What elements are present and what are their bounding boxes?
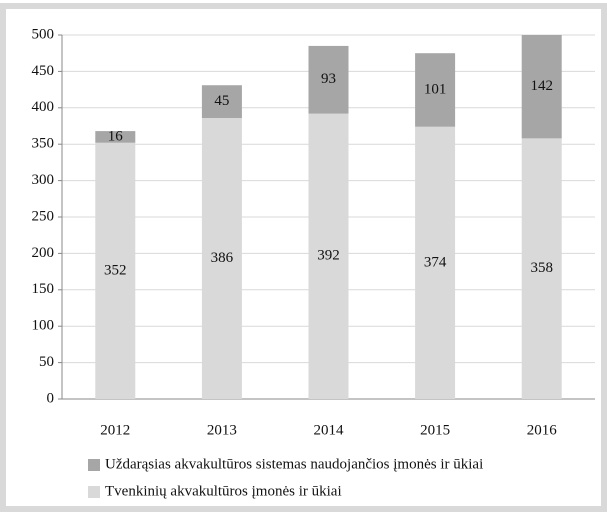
y-tick-label: 250 [32, 208, 55, 224]
bar-segment [201, 117, 242, 399]
data-label: 374 [424, 254, 447, 270]
bar-segment [521, 35, 562, 139]
data-label: 386 [211, 250, 234, 266]
x-tick-label: 2012 [100, 422, 130, 438]
data-label: 45 [214, 93, 229, 109]
bar-segment [95, 131, 136, 143]
y-tick-label: 300 [32, 172, 55, 188]
y-tick-label: 350 [32, 136, 55, 152]
y-tick-label: 150 [32, 281, 55, 297]
y-tick-label: 200 [32, 245, 55, 261]
legend-label: Uždarąsias akvakultūros sistemas naudoja… [105, 456, 483, 472]
data-label: 93 [321, 71, 336, 87]
y-tick-label: 500 [32, 26, 55, 42]
data-label: 352 [104, 262, 127, 278]
data-label: 16 [108, 128, 124, 144]
bar-segment [415, 53, 456, 127]
bar-segment [308, 113, 349, 400]
x-tick-label: 2013 [207, 422, 237, 438]
x-tick-label: 2016 [527, 422, 558, 438]
y-tick-label: 50 [39, 354, 54, 370]
bar-segment [415, 126, 456, 399]
y-tick-label: 450 [32, 63, 55, 79]
y-tick-label: 400 [32, 99, 55, 115]
bar-segment [201, 85, 242, 118]
bar-segment [95, 142, 136, 399]
x-tick-label: 2015 [420, 422, 450, 438]
data-label: 392 [317, 248, 340, 264]
legend-label: Tvenkinių akvakultūros įmonės ir ūkiai [105, 483, 342, 499]
bar-segment [521, 138, 562, 399]
frame [0, 3, 607, 512]
data-label: 358 [530, 260, 553, 276]
y-tick-label: 100 [32, 318, 55, 334]
data-label: 142 [530, 78, 553, 94]
legend-swatch [88, 459, 100, 471]
bar-segment [308, 45, 349, 114]
data-label: 101 [424, 81, 447, 97]
legend-swatch [88, 486, 100, 498]
y-tick-label: 0 [47, 390, 55, 406]
x-tick-label: 2014 [314, 422, 345, 438]
